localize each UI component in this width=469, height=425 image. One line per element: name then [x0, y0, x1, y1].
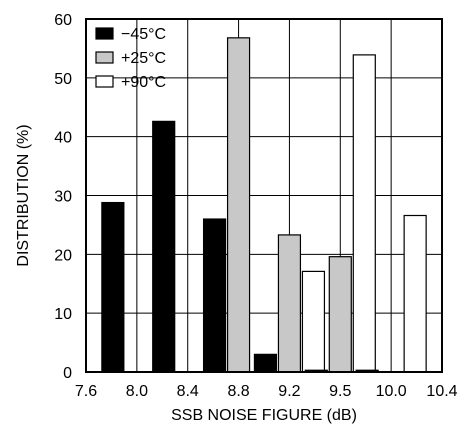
bar	[277, 234, 302, 373]
x-axis-title: SSB NOISE FIGURE (dB)	[171, 407, 357, 424]
bar	[202, 218, 227, 373]
x-tick-label: 9.5	[329, 383, 351, 400]
y-tick-label: 10	[54, 306, 72, 323]
y-tick-labels: 0 10 20 30 40 50 60	[54, 12, 72, 382]
legend-swatch	[95, 27, 114, 40]
bar	[152, 120, 176, 373]
legend-swatch	[95, 51, 114, 64]
legend: −45°C +25°C +90°C	[95, 26, 166, 91]
legend-swatch	[95, 75, 114, 88]
x-tick-label: 8.8	[227, 383, 249, 400]
bar	[403, 214, 427, 373]
y-tick-label: 0	[63, 365, 72, 382]
y-tick-label: 20	[54, 247, 72, 264]
x-tick-label: 7.6	[75, 383, 97, 400]
bar	[253, 353, 278, 373]
plot-frame	[85, 18, 443, 373]
x-tick-labels: 7.6 8.0 8.4 8.8 9.2 9.5 10.0 10.4	[75, 383, 458, 400]
bar	[101, 201, 125, 373]
y-tick-label: 50	[54, 71, 72, 88]
x-tick-label: 10.0	[376, 383, 407, 400]
y-tick-label: 40	[54, 130, 72, 147]
y-axis-title: DISTRIBUTION (%)	[15, 124, 32, 266]
legend-label: +90°C	[121, 74, 166, 91]
bar	[328, 256, 352, 373]
x-tick-label: 9.2	[278, 383, 300, 400]
x-tick-label: 8.4	[177, 383, 199, 400]
y-tick-label: 60	[54, 12, 72, 29]
x-tick-label: 10.4	[426, 383, 457, 400]
legend-label: −45°C	[121, 26, 166, 43]
grid	[86, 19, 442, 372]
legend-label: +25°C	[121, 50, 166, 67]
y-tick-label: 30	[54, 189, 72, 206]
bar	[301, 270, 326, 373]
bar	[352, 54, 376, 373]
bar	[226, 37, 251, 373]
x-tick-label: 8.0	[126, 383, 148, 400]
